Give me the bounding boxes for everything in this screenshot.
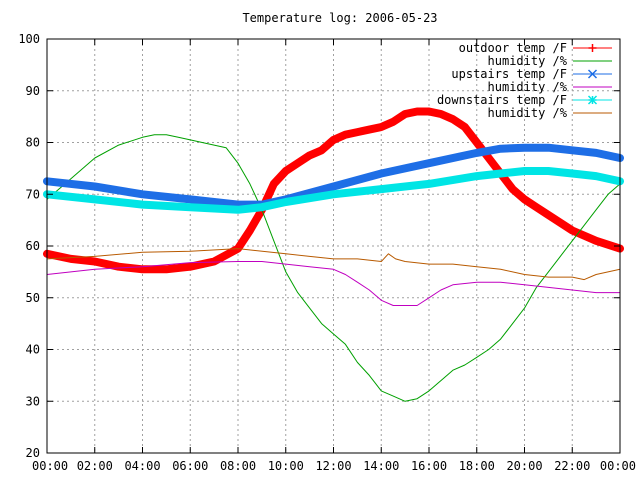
chart-title: Temperature log: 2006-05-23 bbox=[242, 11, 437, 25]
x-tick-label: 10:00 bbox=[268, 459, 304, 473]
x-tick-label: 18:00 bbox=[459, 459, 495, 473]
y-tick-label: 30 bbox=[26, 394, 40, 408]
x-tick-label: 00:00 bbox=[32, 459, 68, 473]
axis-ticks: 20 30 40 50 60 70 80 90 100 00:00 02:00 04:00 06:00 0… bbox=[18, 32, 636, 473]
x-tick-label: 04:00 bbox=[124, 459, 160, 473]
legend-label: humidity /% bbox=[488, 106, 568, 120]
series-line-2 bbox=[43, 143, 624, 209]
y-tick-label: 70 bbox=[26, 187, 40, 201]
y-tick-label: 90 bbox=[26, 84, 40, 98]
legend-marker bbox=[587, 95, 598, 105]
y-tick-label: 40 bbox=[26, 343, 40, 357]
y-tick-label: 20 bbox=[26, 446, 40, 460]
legend-label: downstairs temp /F bbox=[437, 93, 567, 107]
y-tick-label: 50 bbox=[26, 291, 40, 305]
x-tick-label: 14:00 bbox=[363, 459, 399, 473]
x-tick-label: 16:00 bbox=[411, 459, 447, 473]
x-tick-label: 00:00 bbox=[600, 459, 636, 473]
y-tick-label: 60 bbox=[26, 239, 40, 253]
legend-label: outdoor temp /F bbox=[459, 41, 567, 55]
x-tick-label: 20:00 bbox=[506, 459, 542, 473]
series-line-4 bbox=[43, 167, 624, 214]
series-line-3 bbox=[46, 261, 621, 306]
series-line-1 bbox=[46, 134, 621, 402]
legend-label: humidity /% bbox=[488, 80, 568, 94]
x-tick-label: 12:00 bbox=[315, 459, 351, 473]
legend-marker bbox=[587, 69, 598, 79]
x-tick-label: 02:00 bbox=[77, 459, 113, 473]
legend-label: upstairs temp /F bbox=[451, 67, 567, 81]
series-line-5 bbox=[46, 248, 621, 281]
series-lines bbox=[43, 107, 624, 402]
series-line-0 bbox=[43, 107, 624, 274]
x-tick-label: 06:00 bbox=[172, 459, 208, 473]
y-tick-label: 100 bbox=[18, 32, 40, 46]
legend-label: humidity /% bbox=[488, 54, 568, 68]
x-tick-label: 22:00 bbox=[554, 459, 590, 473]
y-tick-label: 80 bbox=[26, 136, 40, 150]
x-tick-label: 08:00 bbox=[220, 459, 256, 473]
